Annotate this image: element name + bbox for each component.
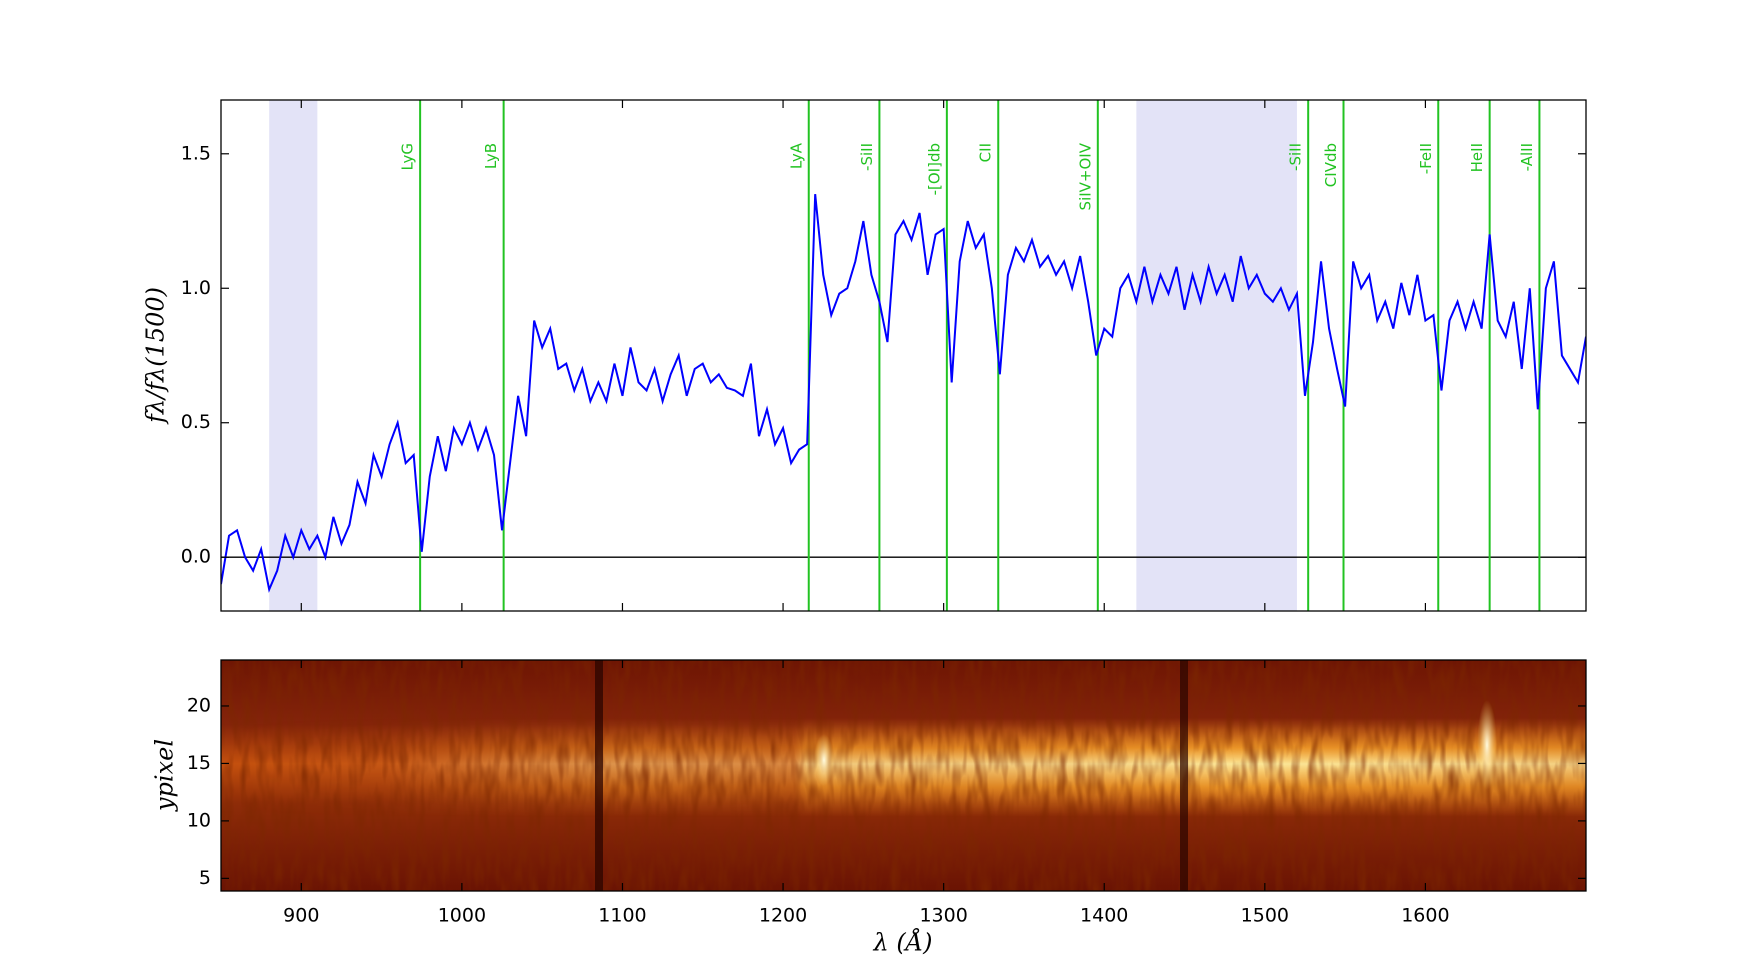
x-tick-label: 900 xyxy=(283,905,319,927)
feature-label: -SiII xyxy=(1287,143,1305,171)
y-tick-label: 15 xyxy=(187,752,211,774)
x-tick-label: 1200 xyxy=(759,905,807,927)
plot-area xyxy=(221,100,1586,611)
spectrum-line xyxy=(221,194,1586,593)
x-tick-label: 1600 xyxy=(1401,905,1449,927)
y-tick-label: 10 xyxy=(187,809,211,831)
feature-label: SiIV+OIV xyxy=(1076,142,1094,210)
x-tick-label: 1100 xyxy=(598,905,646,927)
feature-label: HeII xyxy=(1468,143,1486,172)
y-tick-label: 0.0 xyxy=(181,546,211,568)
x-tick-label: 1500 xyxy=(1241,905,1289,927)
image-bright-spot xyxy=(814,734,834,786)
x-tick-label: 1300 xyxy=(919,905,967,927)
feature-label: LyA xyxy=(787,142,805,169)
y-tick-label: 0.5 xyxy=(181,411,211,433)
feature-label: -SiII xyxy=(858,143,876,171)
y-axis-label: ypixel xyxy=(151,739,179,812)
y-tick-label: 5 xyxy=(199,867,211,889)
x-tick-label: 1400 xyxy=(1080,905,1128,927)
y-tick-label: 1.0 xyxy=(181,277,211,299)
x-tick-label: 1000 xyxy=(438,905,486,927)
feature-label: LyB xyxy=(482,143,500,169)
axes-frame xyxy=(220,99,1587,612)
x-axis-label: λ (Å) xyxy=(873,928,933,957)
image-noise xyxy=(221,660,1586,891)
feature-label: CIVdb xyxy=(1322,143,1340,187)
y-tick-label: 1.5 xyxy=(181,142,211,164)
image-dark-column xyxy=(1180,660,1188,891)
axes-frame xyxy=(220,659,1587,892)
feature-label: -[OI]db xyxy=(925,143,943,195)
feature-label: LyG xyxy=(399,143,417,170)
shaded-region xyxy=(1136,100,1297,611)
shaded-region xyxy=(269,100,318,611)
y-tick-label: 20 xyxy=(187,694,211,716)
image-dark-column xyxy=(595,660,603,891)
feature-label: CII xyxy=(977,143,995,162)
spectrum-image xyxy=(221,660,1586,891)
y-axis-label: fλ/fλ(1500) xyxy=(142,287,170,425)
feature-label: -AlII xyxy=(1518,143,1536,171)
image-bright-spot xyxy=(1477,700,1497,790)
feature-label: -FeII xyxy=(1417,143,1435,174)
